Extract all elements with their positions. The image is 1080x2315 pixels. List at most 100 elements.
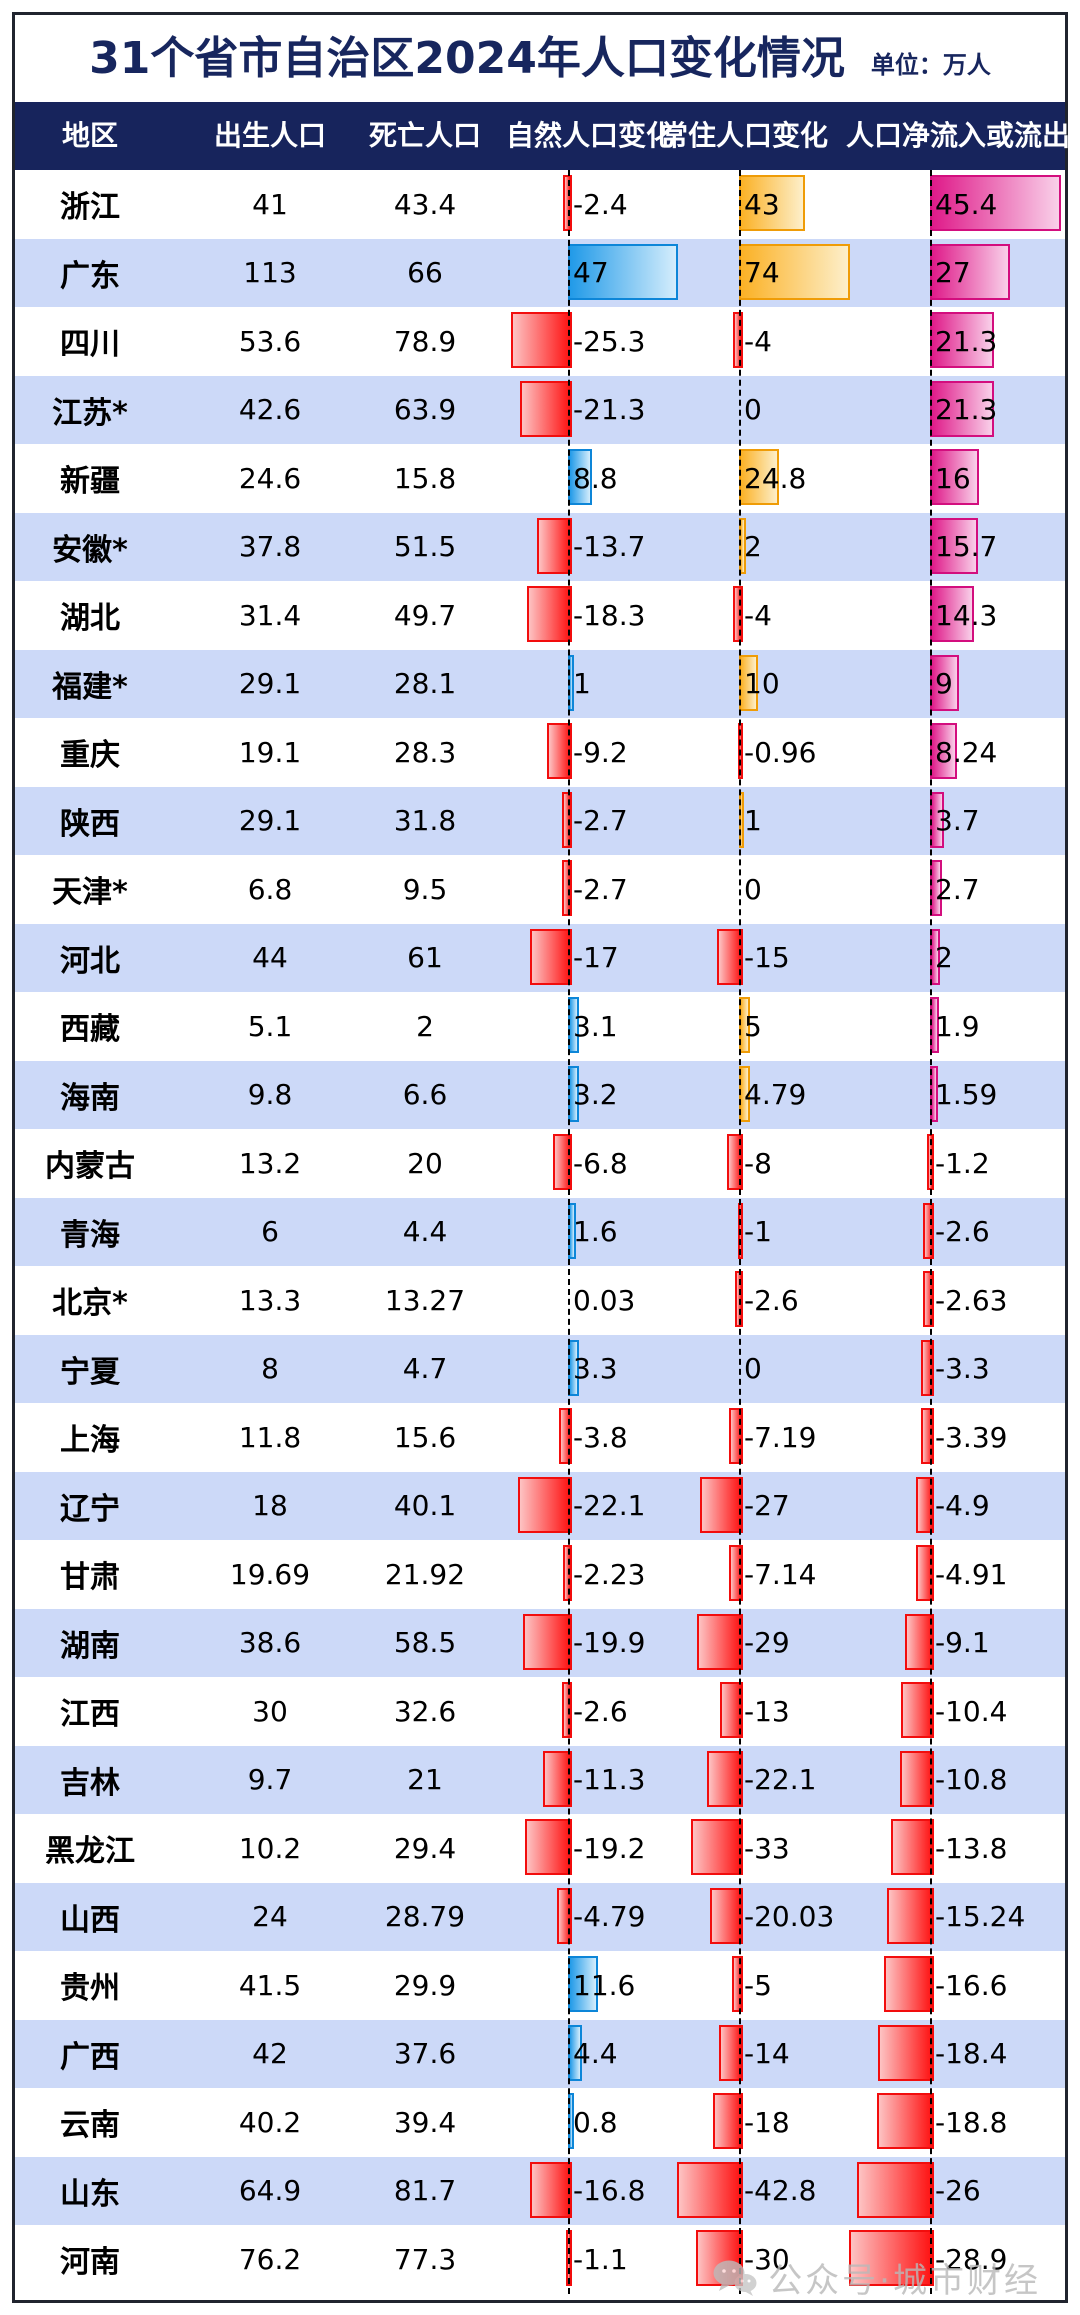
data-bar-natural-change bbox=[552, 1134, 572, 1190]
value-label-resident-change: -30 bbox=[744, 2242, 790, 2276]
birth-value: 41.5 bbox=[238, 1968, 302, 2002]
value-label-net-flow: 14.3 bbox=[935, 598, 998, 632]
region-label: 浙江 bbox=[60, 190, 120, 226]
value-label-resident-change: 43 bbox=[744, 187, 780, 221]
death-value: 28.3 bbox=[393, 735, 457, 769]
value-label-natural-change: 0.03 bbox=[573, 1283, 636, 1317]
axis-baseline-natural-change bbox=[568, 170, 570, 2294]
value-label-natural-change: -19.2 bbox=[573, 1831, 646, 1865]
data-bar-resident-change bbox=[733, 586, 743, 642]
region-label: 吉林 bbox=[60, 1765, 120, 1801]
value-label-natural-change: 8.8 bbox=[573, 461, 618, 495]
region-label: 湖南 bbox=[60, 1628, 120, 1664]
value-label-net-flow: 3.7 bbox=[935, 804, 980, 838]
column-header-region: 地区 bbox=[61, 119, 119, 152]
region-label: 天津* bbox=[52, 875, 128, 911]
value-label-natural-change: 11.6 bbox=[573, 1968, 636, 2002]
death-value: 13.27 bbox=[384, 1283, 466, 1317]
value-label-natural-change: -16.8 bbox=[573, 2174, 646, 2208]
death-value: 40.1 bbox=[393, 1489, 457, 1523]
data-bar-natural-change bbox=[511, 312, 572, 368]
region-label: 河北 bbox=[60, 943, 120, 979]
value-label-resident-change: -8 bbox=[744, 1146, 772, 1180]
birth-value: 19.1 bbox=[238, 735, 302, 769]
data-bar-net-flow bbox=[891, 1819, 934, 1875]
data-bar-natural-change bbox=[561, 860, 572, 916]
death-value: 61 bbox=[407, 941, 443, 975]
value-label-net-flow: -16.6 bbox=[935, 1968, 1008, 2002]
region-label: 江苏* bbox=[52, 395, 128, 431]
table-row: 江苏* 42.6 63.9 -21.3 0 21.3 bbox=[15, 375, 1065, 444]
death-value: 77.3 bbox=[393, 2242, 457, 2276]
table-row: 辽宁 18 40.1 -22.1 -27 -4.9 bbox=[15, 1471, 1065, 1540]
data-bar-net-flow bbox=[930, 312, 994, 368]
column-header-net-flow: 人口净流入或流出 bbox=[845, 119, 1071, 152]
value-label-natural-change: -2.4 bbox=[573, 187, 628, 221]
death-value: 28.79 bbox=[384, 1900, 466, 1934]
value-label-resident-change: -18 bbox=[744, 2105, 790, 2139]
data-bar-resident-change bbox=[709, 1887, 743, 1944]
data-bar-net-flow bbox=[930, 586, 975, 642]
birth-value: 24 bbox=[252, 1900, 288, 1934]
data-bar-natural-change bbox=[559, 1408, 572, 1464]
data-bar-net-flow bbox=[930, 517, 978, 574]
watermark-text: 公众号·城市财经 bbox=[768, 2261, 1041, 2301]
value-label-resident-change: 0 bbox=[744, 872, 762, 906]
table-row: 广西 42 37.6 4.4 -14 -18.4 bbox=[15, 2019, 1065, 2088]
value-label-natural-change: -6.8 bbox=[573, 1146, 628, 1180]
data-bar-net-flow bbox=[878, 2024, 934, 2081]
value-label-net-flow: 16 bbox=[935, 461, 971, 495]
region-label: 云南 bbox=[60, 2108, 120, 2144]
value-label-natural-change: -18.3 bbox=[573, 598, 646, 632]
value-label-natural-change: 4.4 bbox=[573, 2037, 618, 2071]
death-value: 20 bbox=[407, 1146, 443, 1180]
birth-value: 9.8 bbox=[247, 1078, 293, 1112]
data-bar-natural-change bbox=[529, 928, 572, 985]
data-bar-resident-change bbox=[676, 2161, 743, 2218]
region-label: 上海 bbox=[60, 1423, 120, 1459]
region-label: 辽宁 bbox=[60, 1491, 120, 1527]
birth-value: 31.4 bbox=[238, 598, 302, 632]
value-label-natural-change: -21.3 bbox=[573, 393, 646, 427]
value-label-net-flow: 15.7 bbox=[935, 530, 998, 564]
value-label-natural-change: 47 bbox=[573, 256, 609, 290]
value-label-net-flow: -3.3 bbox=[935, 1352, 990, 1386]
value-label-resident-change: -7.19 bbox=[744, 1420, 817, 1454]
value-label-resident-change: -15 bbox=[744, 941, 790, 975]
value-label-resident-change: -5 bbox=[744, 1968, 772, 2002]
value-label-resident-change: -4 bbox=[744, 598, 772, 632]
data-bar-natural-change bbox=[518, 1476, 572, 1533]
value-label-resident-change: -33 bbox=[744, 1831, 790, 1865]
value-label-net-flow: 21.3 bbox=[935, 324, 998, 358]
death-value: 28.1 bbox=[393, 667, 457, 701]
value-label-net-flow: 8.24 bbox=[935, 735, 998, 769]
data-bar-resident-change bbox=[720, 1682, 743, 1738]
table-row: 四川 53.6 78.9 -25.3 -4 21.3 bbox=[15, 307, 1065, 376]
data-bar-natural-change bbox=[568, 243, 678, 300]
data-bar-net-flow bbox=[916, 1476, 934, 1533]
death-value: 63.9 bbox=[393, 393, 457, 427]
death-value: 78.9 bbox=[393, 324, 457, 358]
data-bar-resident-change bbox=[739, 243, 851, 300]
data-bar-natural-change bbox=[562, 175, 572, 231]
data-bar-natural-change bbox=[562, 1682, 572, 1738]
birth-value: 5.1 bbox=[247, 1009, 293, 1043]
death-value: 9.5 bbox=[402, 872, 448, 906]
table-row: 青海 6 4.4 1.6 -1 -2.6 bbox=[15, 1197, 1065, 1266]
value-label-natural-change: -25.3 bbox=[573, 324, 646, 358]
value-label-natural-change: -1.1 bbox=[573, 2242, 628, 2276]
birth-value: 41 bbox=[252, 187, 288, 221]
value-label-net-flow: -4.91 bbox=[935, 1557, 1008, 1591]
region-label: 陕西 bbox=[60, 806, 120, 842]
birth-value: 37.8 bbox=[238, 530, 302, 564]
data-bar-resident-change bbox=[717, 928, 743, 985]
birth-value: 24.6 bbox=[238, 461, 302, 495]
birth-value: 19.69 bbox=[229, 1557, 311, 1591]
birth-value: 6.8 bbox=[247, 872, 293, 906]
table-row: 贵州 41.5 29.9 11.6 -5 -16.6 bbox=[15, 1951, 1065, 2020]
data-bar-resident-change bbox=[691, 1819, 743, 1875]
value-label-net-flow: 1.9 bbox=[935, 1009, 980, 1043]
value-label-resident-change: 1 bbox=[744, 804, 762, 838]
data-bar-net-flow bbox=[899, 1750, 934, 1807]
data-bar-natural-change bbox=[526, 586, 572, 642]
